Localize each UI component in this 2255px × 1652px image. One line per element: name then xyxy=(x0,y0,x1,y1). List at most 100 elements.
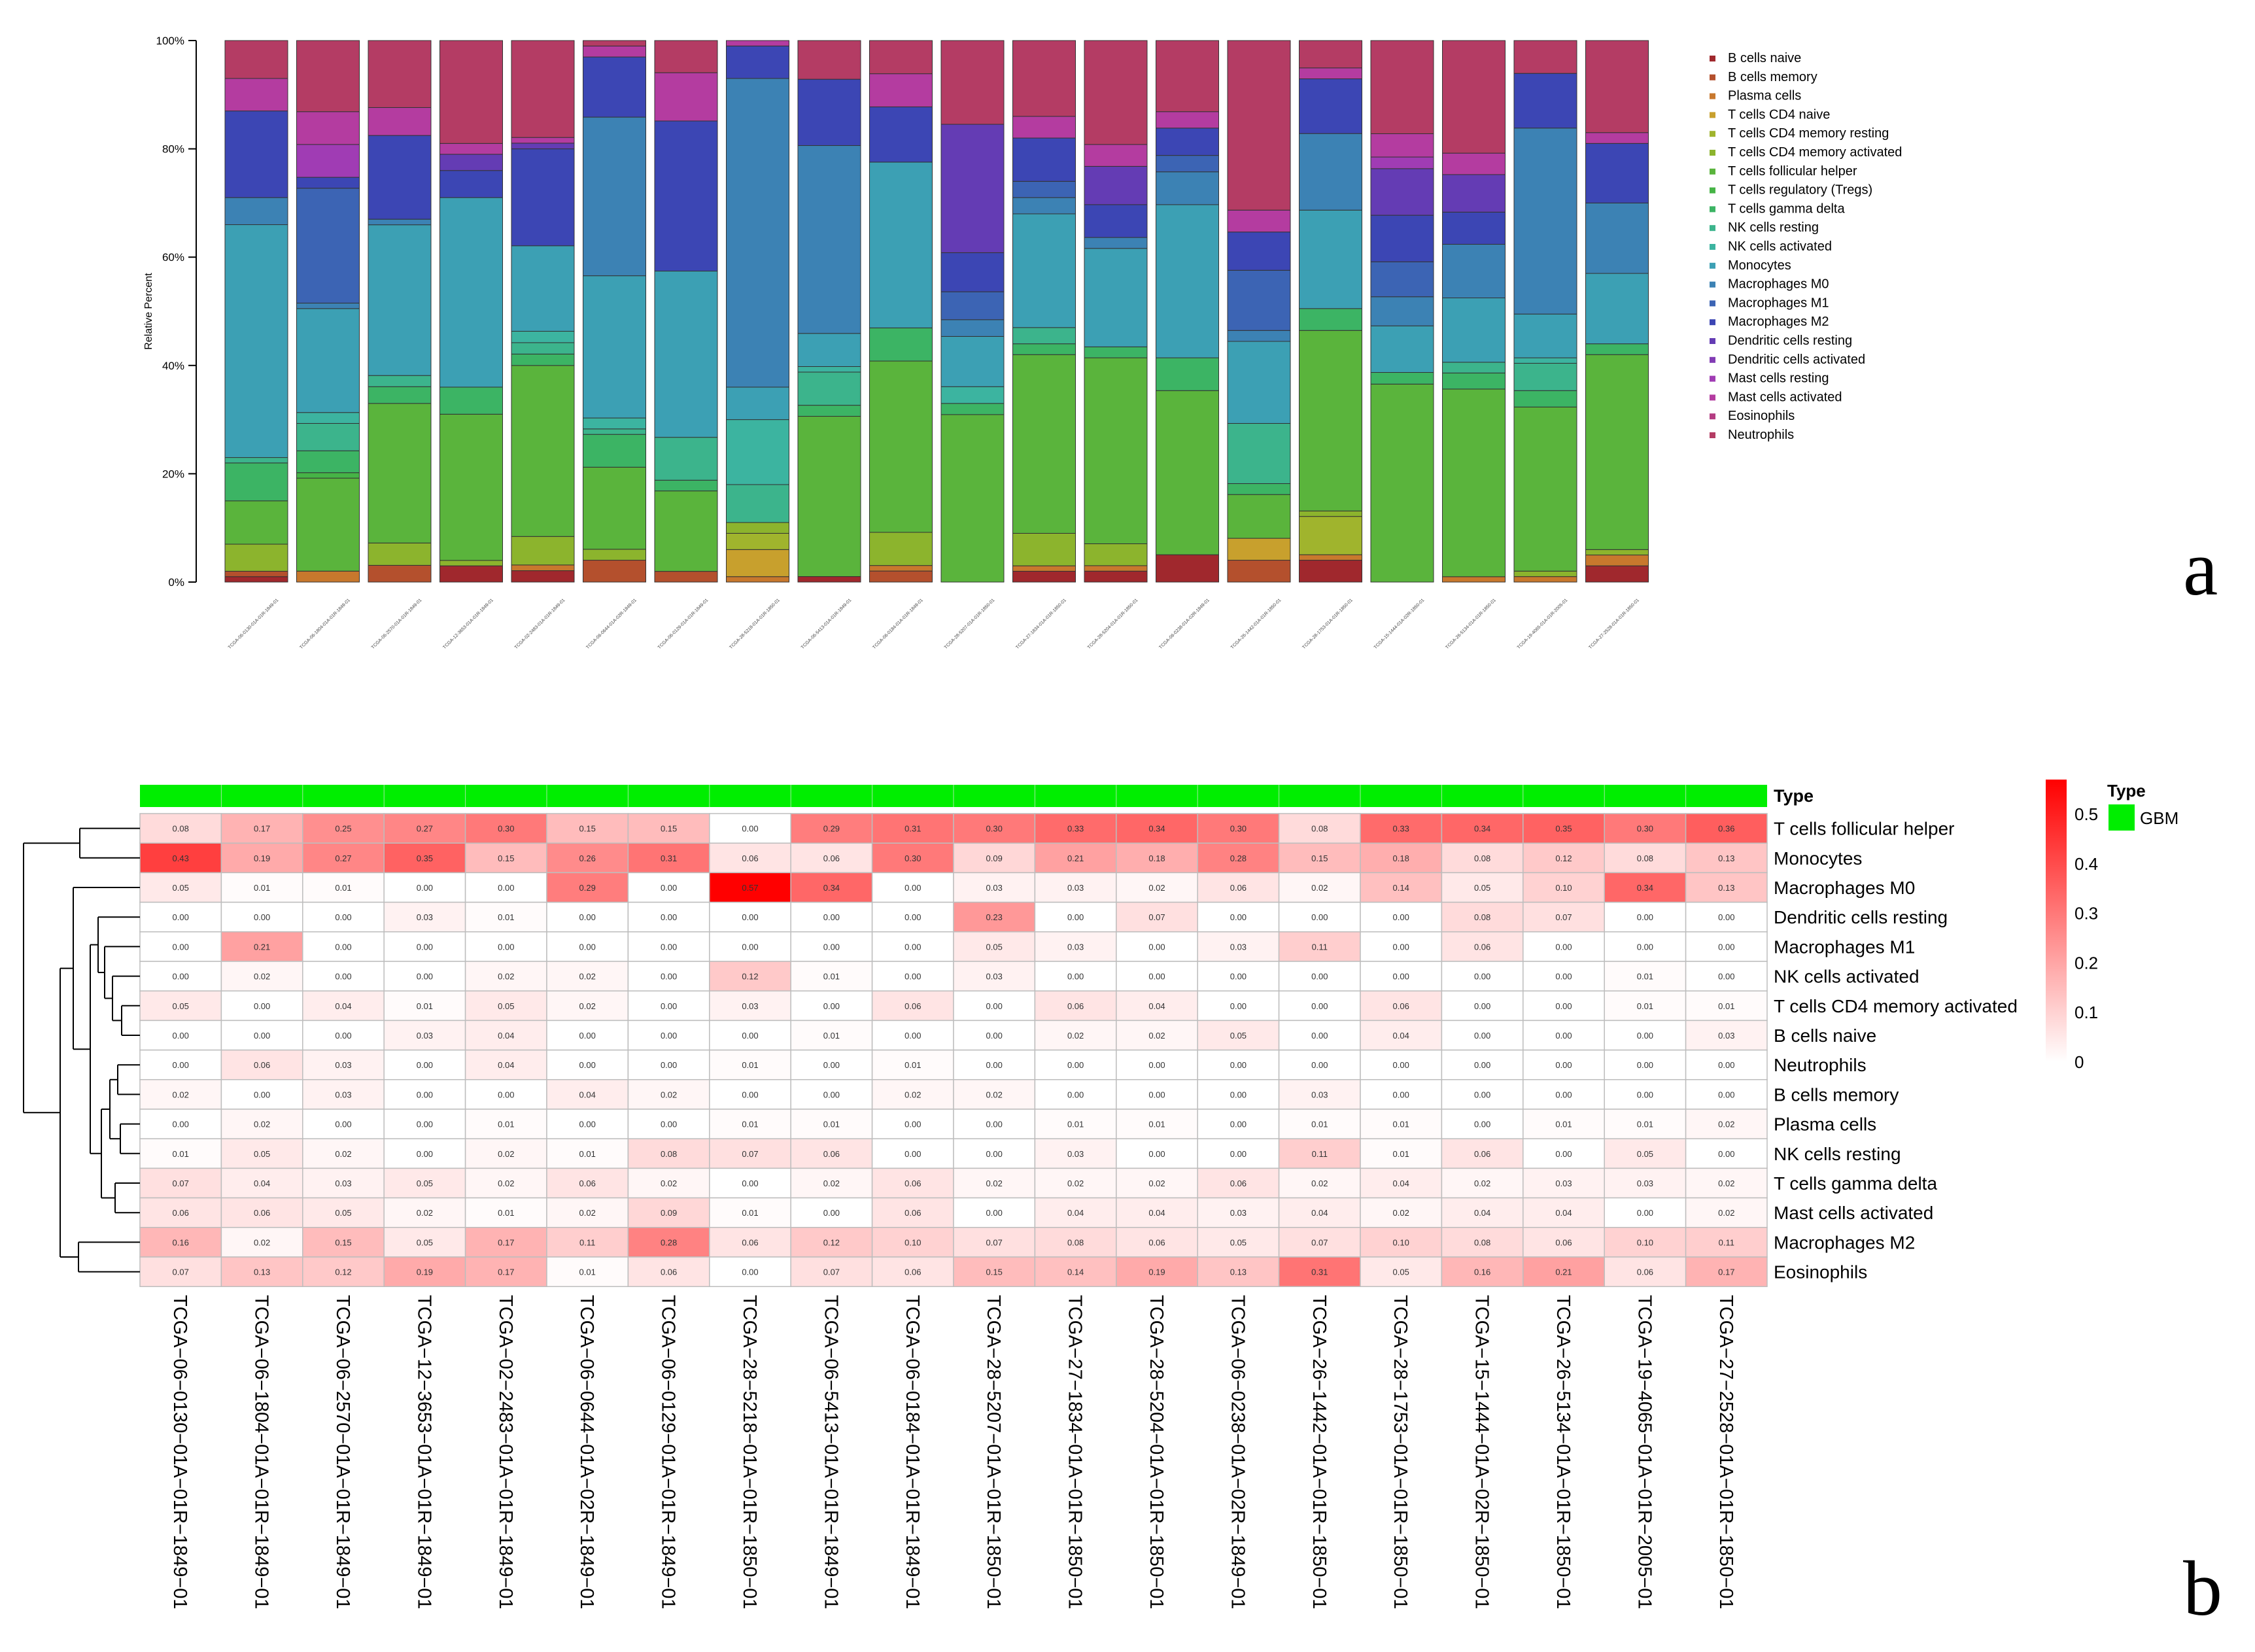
bar-segment xyxy=(726,532,789,550)
heatmap-cell xyxy=(1278,931,1361,962)
heatmap-cell xyxy=(1116,1138,1198,1169)
cell-value: 0.02 xyxy=(254,1237,270,1247)
heatmap-cell xyxy=(139,1167,222,1199)
cell-value: 0.02 xyxy=(498,972,514,982)
legend-label: Mast cells resting xyxy=(1728,371,1829,386)
legend-swatch xyxy=(1710,168,1715,175)
heatmap-cell xyxy=(1278,1197,1361,1228)
cell-value: 0.02 xyxy=(1718,1208,1734,1218)
x-tick-label: TCGA-06-0644-01A-02R-1849-01 xyxy=(585,598,638,650)
heatmap-cell xyxy=(546,872,629,903)
bar-segment xyxy=(1227,269,1291,331)
heatmap-cell xyxy=(1034,1167,1117,1199)
cell-value: 0.00 xyxy=(1230,972,1247,982)
cell-value: 0.00 xyxy=(1067,1060,1084,1070)
bar-segment xyxy=(726,484,789,523)
x-tick-label: TCGA-06-1804-01A-01R-1849-01 xyxy=(299,598,351,650)
heatmap-cell xyxy=(1441,1197,1524,1228)
bar-segment xyxy=(869,570,933,583)
bar-segment xyxy=(1370,215,1434,262)
cell-value: 0.02 xyxy=(1148,1179,1165,1188)
bar-segment xyxy=(1084,357,1148,544)
row-label: NK cells activated xyxy=(1774,967,1919,987)
cell-value: 0.08 xyxy=(1474,853,1490,863)
cell-value: 0.08 xyxy=(1474,912,1490,922)
bar-segment xyxy=(726,45,789,79)
cell-value: 0.08 xyxy=(1474,1237,1490,1247)
heatmap-cell xyxy=(1034,931,1117,962)
heatmap-cell xyxy=(1523,1167,1605,1199)
heatmap-cell xyxy=(709,1020,791,1051)
heatmap-cell xyxy=(1034,1227,1117,1258)
row-label: Macrophages M2 xyxy=(1774,1232,1915,1252)
heatmap-cell xyxy=(1116,901,1198,933)
x-tick-label: TCGA-15-1444-01A-02R-1850-01 xyxy=(1373,598,1426,650)
column-label: TCGA−06−0184−01A−01R−1849−01 xyxy=(902,1295,923,1609)
cell-value: 0.31 xyxy=(904,824,921,834)
column-label: TCGA−27−1834−01A−01R−1850−01 xyxy=(1065,1295,1086,1609)
cell-value: 0.00 xyxy=(742,1179,758,1188)
heatmap-cell xyxy=(464,1020,547,1051)
cell-value: 0.08 xyxy=(1067,1237,1084,1247)
cell-value: 0.02 xyxy=(579,1208,596,1218)
cell-value: 0.07 xyxy=(173,1267,189,1277)
bar-segment xyxy=(583,549,646,561)
row-label: Macrophages M1 xyxy=(1774,937,1915,957)
legend-swatch xyxy=(1710,394,1715,401)
heatmap-cell xyxy=(546,1227,629,1258)
bar-segment xyxy=(296,472,360,479)
colorbar-tick-label: 0.4 xyxy=(2074,854,2098,874)
row-label: Eosinophils xyxy=(1774,1262,1867,1282)
cell-value: 0.02 xyxy=(579,1001,596,1011)
cell-value: 0.06 xyxy=(579,1179,596,1188)
bar-segment xyxy=(1227,209,1291,233)
bar-segment xyxy=(797,416,861,577)
cell-value: 0.01 xyxy=(498,1120,514,1129)
cell-value: 0.05 xyxy=(1474,883,1490,893)
bar-segment xyxy=(1156,155,1219,173)
bar-segment xyxy=(1012,532,1076,566)
bar-segment xyxy=(583,116,646,277)
cell-value: 0.15 xyxy=(661,824,677,834)
x-tick-label: TCGA-19-4065-01A-01R-2005-01 xyxy=(1517,598,1569,650)
heatmap-cell xyxy=(1523,1227,1605,1258)
cell-value: 0.01 xyxy=(498,912,514,922)
cell-value: 0.02 xyxy=(254,1120,270,1129)
cell-value: 0.13 xyxy=(1230,1267,1247,1277)
cell-value: 0.00 xyxy=(1148,942,1165,952)
cell-value: 0.00 xyxy=(1148,972,1165,982)
x-tick-label: TCGA-06-0129-01A-01R-1849-01 xyxy=(657,598,710,650)
legend-swatch xyxy=(1710,300,1715,307)
cell-value: 0.00 xyxy=(173,1120,189,1129)
legend-swatch xyxy=(1710,206,1715,213)
heatmap-cell xyxy=(220,1049,303,1080)
column-label: TCGA−06−0644−01A−02R−1849−01 xyxy=(576,1295,597,1609)
heatmap-cell xyxy=(383,931,466,962)
cell-value: 0.05 xyxy=(173,883,189,893)
cell-value: 0.00 xyxy=(1393,1090,1409,1099)
row-label: T cells follicular helper xyxy=(1774,819,1955,839)
cell-value: 0.05 xyxy=(173,1001,189,1011)
bar-segment xyxy=(654,490,718,572)
type-legend-title: Type xyxy=(2107,781,2146,800)
cell-value: 0.00 xyxy=(498,942,514,952)
cell-value: 0.05 xyxy=(417,1237,433,1247)
heatmap-cell xyxy=(709,813,791,844)
heatmap-cell xyxy=(1116,1049,1198,1080)
cell-value: 0.05 xyxy=(1230,1237,1247,1247)
cell-value: 0.00 xyxy=(1067,912,1084,922)
heatmap-cell xyxy=(1604,813,1687,844)
cell-value: 0.00 xyxy=(1555,972,1572,982)
cell-value: 0.03 xyxy=(1230,1208,1247,1218)
cell-value: 0.02 xyxy=(904,1090,921,1099)
cell-value: 0.15 xyxy=(498,853,514,863)
cell-value: 0.18 xyxy=(1393,853,1409,863)
cell-value: 0.19 xyxy=(254,853,270,863)
column-label: TCGA−26−1442−01A−01R−1850−01 xyxy=(1309,1295,1330,1609)
cell-value: 0.00 xyxy=(1230,1120,1247,1129)
heatmap-cell xyxy=(627,1227,710,1258)
cell-value: 0.00 xyxy=(1474,1060,1490,1070)
heatmap-cell xyxy=(1360,813,1443,844)
cell-value: 0.02 xyxy=(1718,1120,1734,1129)
bar-segment xyxy=(439,560,503,566)
